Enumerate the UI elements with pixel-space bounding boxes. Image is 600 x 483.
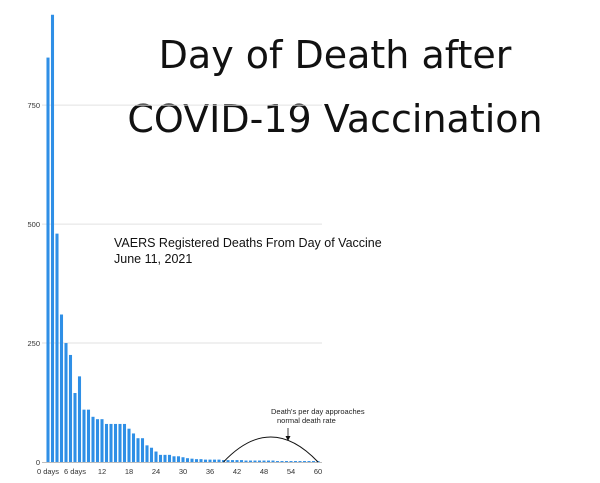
bar-day-45 [248, 460, 253, 462]
x-tick-label-36: 36 [206, 467, 214, 476]
bar-day-2 [55, 233, 59, 462]
y-tick-label-250: 250 [27, 339, 40, 348]
x-tick-label-54: 54 [287, 467, 295, 476]
bar-day-15 [113, 423, 118, 462]
bar-day-14 [109, 423, 113, 462]
bar-day-20 [136, 438, 140, 462]
y-tick-label-500: 500 [27, 220, 40, 229]
x-tick-label-0: 0 days [37, 467, 59, 476]
bar-day-59 [311, 461, 316, 462]
chart-title-line-2: COVID-19 Vaccination [127, 97, 543, 141]
bar-day-8 [82, 409, 86, 462]
bar-day-11 [95, 419, 100, 462]
bar-day-41 [230, 460, 235, 462]
annotation-curve [223, 436, 319, 463]
bar-day-39 [221, 460, 226, 462]
bar-day-31 [185, 458, 190, 462]
x-tick-label-6: 6 days [64, 467, 86, 476]
x-tick-label-24: 24 [152, 467, 160, 476]
bar-day-32 [190, 458, 194, 462]
bar-day-13 [104, 423, 109, 462]
annotation-line-1: Death's per day approaches [271, 407, 365, 416]
bar-day-37 [212, 459, 217, 462]
bar-day-47 [257, 460, 262, 462]
annotation-line-2: normal death rate [277, 416, 336, 425]
bar-day-44 [244, 460, 248, 462]
bar-day-5 [68, 354, 73, 462]
bar-day-16 [118, 423, 122, 462]
bar-day-6 [73, 393, 77, 462]
bar-day-58 [307, 461, 311, 462]
bar-day-36 [208, 459, 212, 462]
x-tick-label-42: 42 [233, 467, 241, 476]
x-tick-label-30: 30 [179, 467, 187, 476]
bar-day-46 [253, 460, 257, 462]
bar-day-56 [298, 461, 302, 462]
bar-day-3 [59, 314, 64, 462]
x-tick-label-48: 48 [260, 467, 268, 476]
bar-day-51 [275, 461, 280, 462]
chart-subtitle-line-1: VAERS Registered Deaths From Day of Vacc… [114, 236, 382, 250]
bar-day-24 [154, 451, 158, 462]
chart-subtitle-line-2: June 11, 2021 [114, 252, 193, 266]
bar-day-52 [280, 461, 284, 462]
bar-day-43 [239, 460, 244, 462]
bar-day-7 [77, 376, 82, 462]
bar-day-0 [46, 57, 50, 462]
chart-title-line-1: Day of Death after [158, 33, 512, 77]
bar-day-4 [64, 343, 68, 462]
bar-day-18 [127, 428, 131, 462]
bar-day-35 [203, 459, 208, 462]
annotation-arrow-head [285, 436, 291, 441]
bar-day-27 [167, 454, 172, 462]
bar-day-48 [262, 460, 266, 462]
bar-day-42 [235, 460, 239, 462]
bar-day-30 [181, 457, 185, 462]
bar-day-1 [50, 14, 55, 462]
bar-day-25 [158, 454, 163, 462]
bar-day-23 [149, 447, 154, 462]
bar-day-34 [199, 459, 203, 462]
y-tick-label-750: 750 [27, 101, 40, 110]
bar-day-28 [172, 456, 176, 462]
bar-day-38 [217, 459, 221, 462]
bar-day-26 [163, 454, 167, 462]
x-tick-label-60: 60 [314, 467, 322, 476]
bar-day-29 [176, 456, 181, 462]
bar-day-40 [226, 460, 230, 462]
x-tick-label-12: 12 [98, 467, 106, 476]
bar-day-17 [122, 423, 127, 462]
bar-day-9 [86, 409, 91, 462]
bar-day-21 [140, 438, 145, 462]
bar-day-33 [194, 459, 199, 462]
bar-day-49 [266, 460, 271, 462]
bar-day-22 [145, 445, 149, 462]
bar-day-12 [100, 419, 104, 462]
bar-day-50 [271, 460, 275, 462]
bar-day-10 [91, 416, 95, 462]
y-tick-label-0: 0 [36, 458, 40, 467]
bar-day-57 [302, 461, 307, 462]
x-tick-label-18: 18 [125, 467, 133, 476]
bar-day-19 [131, 433, 136, 462]
bar-day-55 [293, 461, 298, 462]
bar-day-54 [289, 461, 293, 462]
bar-day-53 [284, 461, 289, 462]
